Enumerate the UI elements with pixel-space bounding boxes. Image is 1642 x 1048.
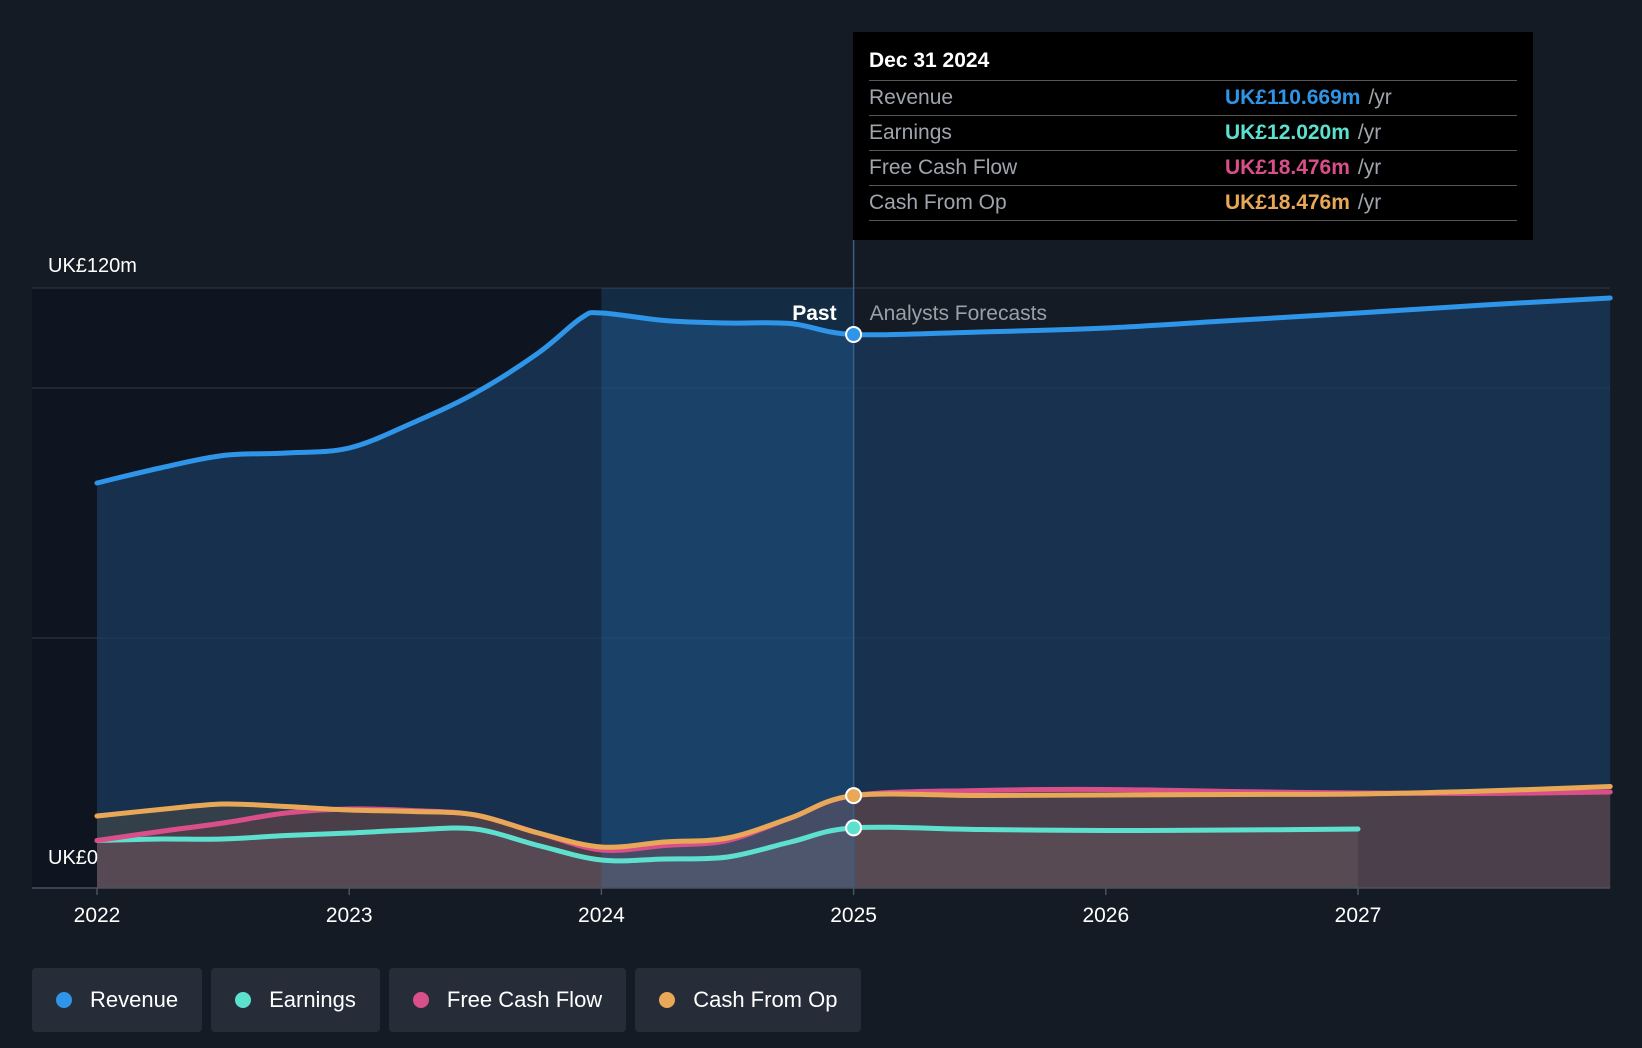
legend-item-cash-from-op[interactable]: Cash From Op — [635, 968, 862, 1032]
x-tick-label: 2027 — [1335, 904, 1382, 927]
x-tick-label: 2025 — [830, 904, 877, 927]
earnings-line — [94, 824, 1361, 864]
tooltip-row-cash-from-op: Cash From Op UK£18.476m /yr — [869, 186, 1517, 221]
x-axis-ticks: 2022 2023 2024 2025 2026 2027 — [74, 888, 1382, 927]
hover-markers — [845, 326, 863, 837]
tooltip-date: Dec 31 2024 — [869, 46, 1517, 81]
tooltip-value: UK£12.020m — [1225, 121, 1350, 144]
tooltip-label: Free Cash Flow — [869, 156, 1018, 179]
cash-from-op-marker — [845, 787, 863, 805]
legend-item-revenue[interactable]: Revenue — [32, 968, 203, 1032]
legend-item-earnings[interactable]: Earnings — [211, 968, 380, 1032]
y-axis-bottom-label: UK£0 — [48, 847, 98, 869]
tooltip-unit: /yr — [1368, 86, 1392, 109]
tooltip-row-free-cash-flow: Free Cash Flow UK£18.476m /yr — [869, 151, 1517, 186]
legend-item-free-cash-flow[interactable]: Free Cash Flow — [388, 968, 627, 1032]
tooltip-unit: /yr — [1357, 191, 1382, 214]
tooltip-label: Earnings — [869, 121, 952, 144]
x-tick-label: 2023 — [326, 904, 373, 927]
tooltip-unit: /yr — [1357, 156, 1382, 179]
tooltip-value: UK£18.476m — [1225, 191, 1350, 214]
chart-legend: Revenue Earnings Free Cash Flow Cash Fro… — [32, 968, 862, 1032]
series-lines — [94, 295, 1613, 864]
revenue-line — [94, 295, 1613, 486]
x-tick-label: 2024 — [578, 904, 625, 927]
tooltip-value: UK£18.476m — [1225, 156, 1350, 179]
tooltip-label: Cash From Op — [869, 191, 1007, 214]
legend-dot-icon — [235, 992, 252, 1008]
forecast-label: Analysts Forecasts — [870, 302, 1047, 325]
tooltip-row-revenue: Revenue UK£110.669m /yr — [869, 81, 1517, 116]
tooltip-value: UK£110.669m — [1225, 86, 1361, 109]
x-tick-label: 2022 — [74, 904, 121, 927]
earnings-marker — [845, 819, 863, 837]
tooltip-label: Revenue — [869, 86, 954, 109]
legend-dot-icon — [56, 992, 72, 1008]
legend-dot-icon — [412, 992, 429, 1008]
legend-label: Revenue — [90, 987, 179, 1012]
legend-label: Free Cash Flow — [446, 987, 603, 1012]
revenue-marker — [845, 326, 863, 343]
past-label: Past — [792, 302, 836, 325]
x-tick-label: 2026 — [1082, 904, 1129, 927]
hover-highlight-band — [601, 288, 854, 888]
data-tooltip: Dec 31 2024 Revenue UK£110.669m /yr Earn… — [853, 32, 1533, 240]
legend-label: Cash From Op — [693, 987, 838, 1012]
legend-dot-icon — [659, 992, 676, 1008]
legend-label: Earnings — [269, 987, 356, 1012]
y-axis-top-label: UK£120m — [48, 255, 137, 277]
tooltip-unit: /yr — [1357, 121, 1382, 144]
cash-from-op-line — [94, 784, 1613, 850]
tooltip-row-earnings: Earnings UK£12.020m /yr — [869, 116, 1517, 151]
